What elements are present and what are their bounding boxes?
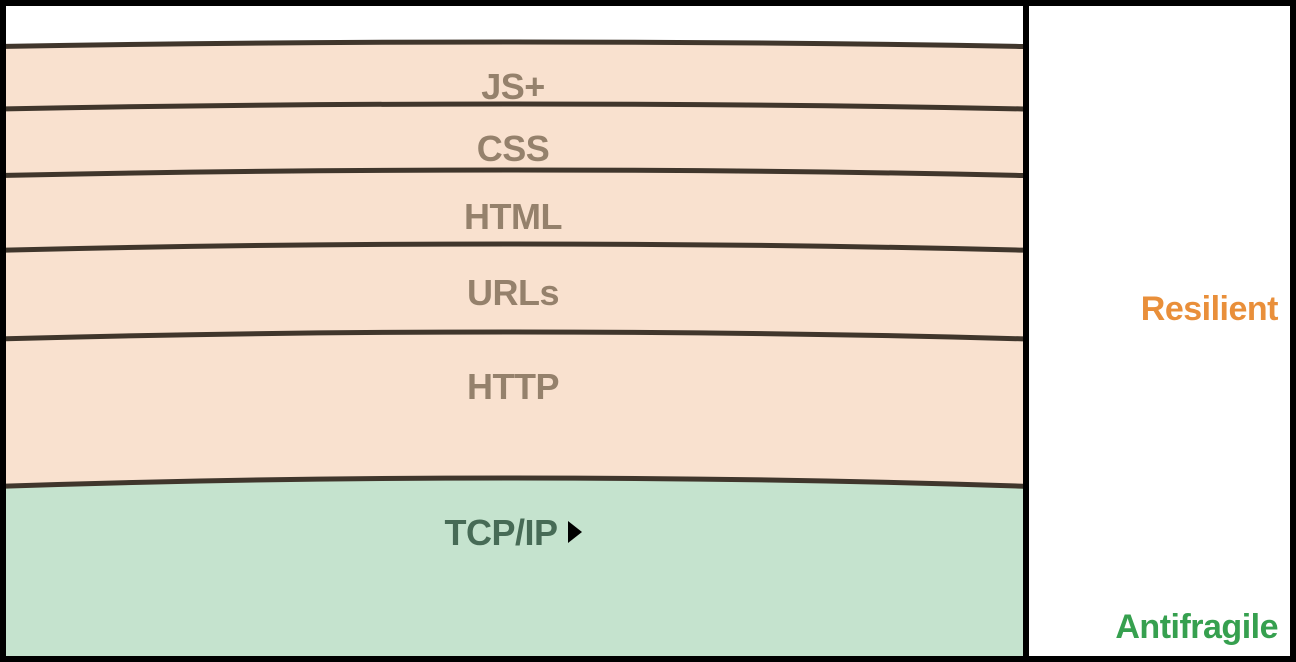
layer-label-http: HTTP: [0, 366, 1026, 408]
tcpip-marker-icon: [568, 521, 582, 543]
side-label-antifragile: Antifragile: [1115, 608, 1278, 647]
layer-label-text-css: CSS: [477, 128, 550, 169]
layer-label-css: CSS: [0, 128, 1026, 170]
layer-label-text-html: HTML: [464, 196, 562, 237]
layer-label-js: JS+: [0, 66, 1026, 108]
lower-fill: [0, 478, 1296, 662]
layer-label-text-urls: URLs: [467, 272, 559, 313]
layer-label-text-tcpip: TCP/IP: [444, 512, 557, 553]
side-label-resilient: Resilient: [1141, 290, 1278, 329]
layer-label-tcpip: TCP/IP: [0, 512, 1026, 554]
layer-label-text-js: JS+: [481, 66, 545, 107]
layer-label-text-http: HTTP: [467, 366, 559, 407]
layer-label-urls: URLs: [0, 272, 1026, 314]
diagram-frame: JS+ CSS HTML URLs HTTP TCP/IP Resilient Antifra…: [0, 0, 1296, 662]
layer-label-html: HTML: [0, 196, 1026, 238]
